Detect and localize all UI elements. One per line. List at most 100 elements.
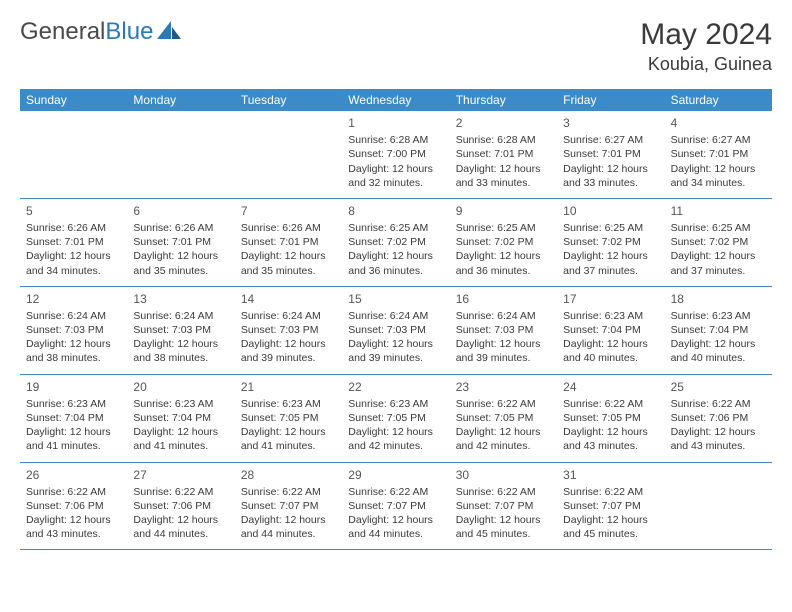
daylight-line: Daylight: 12 hours and 44 minutes. (348, 513, 443, 541)
weekday-cell: Thursday (450, 89, 557, 111)
sunrise-line: Sunrise: 6:24 AM (348, 309, 443, 323)
week-row: 1Sunrise: 6:28 AMSunset: 7:00 PMDaylight… (20, 111, 772, 199)
month-title: May 2024 (640, 18, 772, 52)
day-number: 16 (456, 291, 551, 307)
day-number: 17 (563, 291, 658, 307)
week-row: 12Sunrise: 6:24 AMSunset: 7:03 PMDayligh… (20, 287, 772, 375)
daylight-line: Daylight: 12 hours and 39 minutes. (241, 337, 336, 365)
sunrise-line: Sunrise: 6:22 AM (563, 485, 658, 499)
day-number: 11 (671, 203, 766, 219)
daylight-line: Daylight: 12 hours and 38 minutes. (133, 337, 228, 365)
day-number: 8 (348, 203, 443, 219)
sunrise-line: Sunrise: 6:22 AM (456, 397, 551, 411)
sunrise-line: Sunrise: 6:26 AM (133, 221, 228, 235)
daylight-line: Daylight: 12 hours and 34 minutes. (671, 162, 766, 190)
day-number: 23 (456, 379, 551, 395)
day-cell: 4Sunrise: 6:27 AMSunset: 7:01 PMDaylight… (665, 111, 772, 198)
sunset-line: Sunset: 7:06 PM (26, 499, 121, 513)
sunrise-line: Sunrise: 6:22 AM (671, 397, 766, 411)
day-cell: 3Sunrise: 6:27 AMSunset: 7:01 PMDaylight… (557, 111, 664, 198)
day-cell: 11Sunrise: 6:25 AMSunset: 7:02 PMDayligh… (665, 199, 772, 286)
sunset-line: Sunset: 7:04 PM (671, 323, 766, 337)
brand-sail-icon (157, 18, 181, 46)
sunrise-line: Sunrise: 6:27 AM (671, 133, 766, 147)
sunrise-line: Sunrise: 6:22 AM (456, 485, 551, 499)
daylight-line: Daylight: 12 hours and 40 minutes. (671, 337, 766, 365)
sunset-line: Sunset: 7:01 PM (133, 235, 228, 249)
sunset-line: Sunset: 7:00 PM (348, 147, 443, 161)
day-cell: 1Sunrise: 6:28 AMSunset: 7:00 PMDaylight… (342, 111, 449, 198)
day-cell: 9Sunrise: 6:25 AMSunset: 7:02 PMDaylight… (450, 199, 557, 286)
day-number: 12 (26, 291, 121, 307)
day-number: 18 (671, 291, 766, 307)
day-cell: 24Sunrise: 6:22 AMSunset: 7:05 PMDayligh… (557, 375, 664, 462)
day-cell: 2Sunrise: 6:28 AMSunset: 7:01 PMDaylight… (450, 111, 557, 198)
weekday-cell: Wednesday (342, 89, 449, 111)
sunset-line: Sunset: 7:01 PM (241, 235, 336, 249)
day-cell: 19Sunrise: 6:23 AMSunset: 7:04 PMDayligh… (20, 375, 127, 462)
sunrise-line: Sunrise: 6:28 AM (348, 133, 443, 147)
day-cell: 12 Sunrise: 6:24 AMSunset: 7:03 PMDayligh… (20, 287, 127, 374)
day-number: 22 (348, 379, 443, 395)
daylight-line: Daylight: 12 hours and 41 minutes. (241, 425, 336, 453)
day-cell: 13Sunrise: 6:24 AMSunset: 7:03 PMDayligh… (127, 287, 234, 374)
day-number: 4 (671, 115, 766, 131)
sunset-line: Sunset: 7:07 PM (456, 499, 551, 513)
title-block: May 2024 Koubia, Guinea (640, 18, 772, 75)
sunset-line: Sunset: 7:03 PM (26, 323, 121, 337)
day-number: 25 (671, 379, 766, 395)
day-number: 5 (26, 203, 121, 219)
daylight-line: Daylight: 12 hours and 37 minutes. (563, 249, 658, 277)
sunrise-line: Sunrise: 6:22 AM (26, 485, 121, 499)
daylight-line: Daylight: 12 hours and 36 minutes. (348, 249, 443, 277)
day-cell: 10Sunrise: 6:25 AMSunset: 7:02 PMDayligh… (557, 199, 664, 286)
sunrise-line: Sunrise: 6:24 AM (133, 309, 228, 323)
day-cell: 5Sunrise: 6:26 AMSunset: 7:01 PMDaylight… (20, 199, 127, 286)
weekday-cell: Sunday (20, 89, 127, 111)
page-header: GeneralBlue May 2024 Koubia, Guinea (20, 18, 772, 75)
day-number: 31 (563, 467, 658, 483)
daylight-line: Daylight: 12 hours and 40 minutes. (563, 337, 658, 365)
sunset-line: Sunset: 7:06 PM (671, 411, 766, 425)
day-cell: 7Sunrise: 6:26 AMSunset: 7:01 PMDaylight… (235, 199, 342, 286)
day-cell: 30Sunrise: 6:22 AMSunset: 7:07 PMDayligh… (450, 463, 557, 550)
day-cell: 29Sunrise: 6:22 AMSunset: 7:07 PMDayligh… (342, 463, 449, 550)
day-cell: 15 Sunrise: 6:24 AMSunset: 7:03 PMDayligh… (342, 287, 449, 374)
day-number: 15 (348, 291, 443, 307)
daylight-line: Daylight: 12 hours and 39 minutes. (456, 337, 551, 365)
day-cell: 26Sunrise: 6:22 AMSunset: 7:06 PMDayligh… (20, 463, 127, 550)
week-row: 5Sunrise: 6:26 AMSunset: 7:01 PMDaylight… (20, 199, 772, 287)
sunset-line: Sunset: 7:03 PM (348, 323, 443, 337)
day-number: 13 (133, 291, 228, 307)
sunset-line: Sunset: 7:01 PM (563, 147, 658, 161)
daylight-line: Daylight: 12 hours and 35 minutes. (133, 249, 228, 277)
day-cell (235, 111, 342, 198)
day-number: 14 (241, 291, 336, 307)
brand-part2: Blue (105, 18, 153, 46)
day-number: 28 (241, 467, 336, 483)
sunset-line: Sunset: 7:07 PM (241, 499, 336, 513)
sunrise-line: Sunrise: 6:23 AM (563, 309, 658, 323)
day-cell: 16 Sunrise: 6:24 AMSunset: 7:03 PMDayligh… (450, 287, 557, 374)
day-cell (127, 111, 234, 198)
daylight-line: Daylight: 12 hours and 45 minutes. (563, 513, 658, 541)
sunrise-line: Sunrise: 6:22 AM (348, 485, 443, 499)
sunrise-line: Sunrise: 6:24 AM (456, 309, 551, 323)
daylight-line: Daylight: 12 hours and 43 minutes. (671, 425, 766, 453)
sunset-line: Sunset: 7:03 PM (456, 323, 551, 337)
day-cell (20, 111, 127, 198)
daylight-line: Daylight: 12 hours and 33 minutes. (456, 162, 551, 190)
sunset-line: Sunset: 7:05 PM (456, 411, 551, 425)
daylight-line: Daylight: 12 hours and 39 minutes. (348, 337, 443, 365)
daylight-line: Daylight: 12 hours and 34 minutes. (26, 249, 121, 277)
sunrise-line: Sunrise: 6:24 AM (26, 309, 121, 323)
daylight-line: Daylight: 12 hours and 43 minutes. (26, 513, 121, 541)
sunrise-line: Sunrise: 6:27 AM (563, 133, 658, 147)
sunset-line: Sunset: 7:02 PM (456, 235, 551, 249)
daylight-line: Daylight: 12 hours and 38 minutes. (26, 337, 121, 365)
day-number: 2 (456, 115, 551, 131)
sunset-line: Sunset: 7:04 PM (133, 411, 228, 425)
sunset-line: Sunset: 7:07 PM (563, 499, 658, 513)
sunrise-line: Sunrise: 6:23 AM (671, 309, 766, 323)
week-row: 26Sunrise: 6:22 AMSunset: 7:06 PMDayligh… (20, 463, 772, 551)
